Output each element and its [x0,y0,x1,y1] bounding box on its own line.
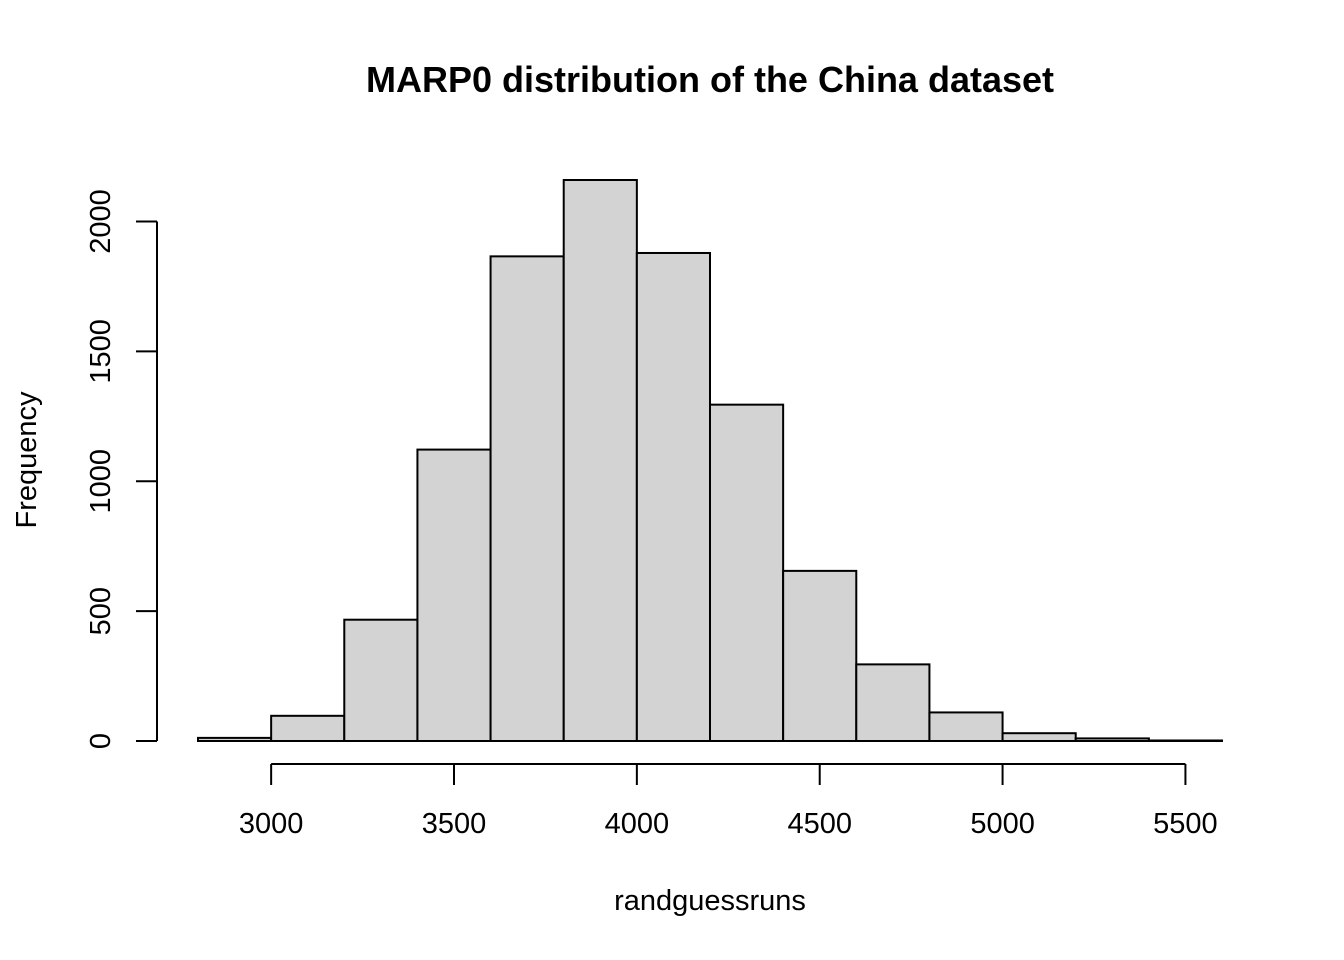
histogram-bar-6 [562,179,638,742]
histogram-bar-8 [709,403,785,742]
chart-title: MARP0 distribution of the China dataset [366,59,1054,100]
x-tick-label-3000: 3000 [239,808,304,840]
histogram-bar-7 [635,251,711,743]
y-axis-title: Frequency [11,391,43,529]
x-tick-label-3500: 3500 [422,808,487,840]
y-tick-label-1500: 1500 [85,319,117,384]
y-tick-label-0: 0 [85,733,117,749]
y-axis: 0 500 1000 1500 2000 [85,189,158,749]
histogram-bar-5 [489,255,565,742]
histogram-bar-11 [928,711,1004,742]
x-tick-label-5500: 5500 [1153,808,1218,840]
histogram-bar-4 [416,448,492,742]
histogram-bars [197,179,1224,743]
histogram-bar-10 [855,663,931,743]
x-axis-title: randguessruns [614,885,806,917]
x-axis: 3000 3500 4000 4500 5000 5500 [239,763,1218,840]
x-tick-label-4500: 4500 [787,808,852,840]
histogram-bar-9 [782,569,858,743]
y-tick-label-2000: 2000 [85,189,117,254]
histogram-bar-12 [1001,732,1077,742]
histogram-bar-1 [197,736,273,743]
y-tick-label-500: 500 [85,587,117,635]
histogram-bar-14 [1147,739,1224,742]
y-tick-label-1000: 1000 [85,449,117,514]
histogram-bar-2 [270,714,346,743]
histogram-bar-13 [1074,737,1150,742]
x-tick-label-5000: 5000 [970,808,1035,840]
histogram-bar-3 [343,618,419,742]
x-tick-label-4000: 4000 [605,808,670,840]
